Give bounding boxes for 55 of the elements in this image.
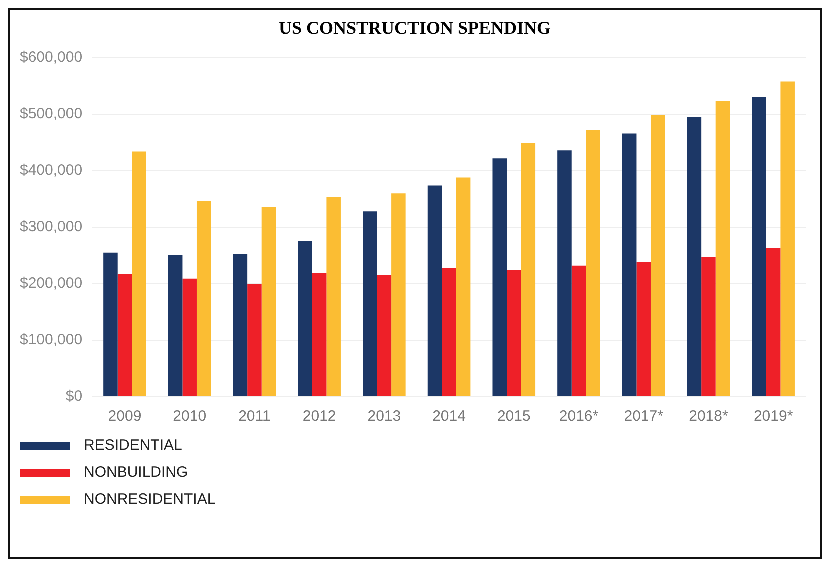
bar [132, 152, 146, 396]
bar [492, 158, 508, 396]
bar [262, 207, 276, 396]
y-tick-label: $100,000 [20, 332, 83, 349]
y-tick-label: $600,000 [20, 49, 83, 66]
y-tick-label: $500,000 [20, 106, 83, 123]
bar [752, 98, 766, 396]
x-tick-label: 2015 [497, 408, 531, 426]
legend-label: RESIDENTIAL [84, 437, 182, 454]
bar [326, 198, 341, 396]
bar [780, 82, 795, 396]
bar [716, 100, 730, 396]
bar [248, 284, 262, 396]
bar [233, 254, 248, 396]
legend-label: NONBUILDING [84, 464, 188, 481]
bar [363, 212, 378, 396]
x-tick-label: 2011 [238, 408, 271, 426]
bar [586, 130, 600, 396]
x-tick-label: 2016* [559, 408, 599, 426]
x-tick-label: 2014 [432, 408, 466, 426]
y-tick-label: $400,000 [20, 162, 83, 180]
bar [118, 274, 132, 396]
bar [312, 273, 327, 396]
bar [168, 255, 183, 396]
y-tick-label: $200,000 [20, 275, 83, 292]
x-tick-label: 2017* [624, 408, 664, 426]
bar [702, 257, 716, 396]
y-tick-label: $300,000 [20, 218, 83, 236]
bar [104, 252, 118, 396]
bar [622, 134, 637, 396]
bar [182, 278, 197, 396]
bar [572, 266, 586, 396]
bar [558, 150, 572, 396]
bar [392, 194, 406, 396]
bar [428, 186, 442, 396]
x-tick-label: 2010 [173, 408, 207, 426]
bar [687, 117, 702, 396]
bar [196, 200, 212, 396]
bar [636, 262, 651, 396]
y-tick-label: $0 [66, 388, 83, 406]
bar [442, 268, 456, 396]
bar [298, 241, 312, 396]
bar [650, 115, 666, 396]
x-tick-label: 2013 [368, 408, 402, 426]
bar [456, 178, 471, 396]
bar [521, 143, 536, 396]
x-tick-label: 2019* [754, 408, 794, 426]
bar [766, 248, 781, 396]
legend-label: NONRESIDENTIAL [84, 491, 216, 508]
bar [377, 276, 392, 396]
x-tick-label: 2012 [302, 408, 336, 426]
chart-title: US CONSTRUCTION SPENDING [278, 18, 552, 39]
x-tick-label: 2009 [108, 408, 142, 426]
bar [507, 270, 522, 396]
x-tick-label: 2018* [689, 408, 728, 426]
